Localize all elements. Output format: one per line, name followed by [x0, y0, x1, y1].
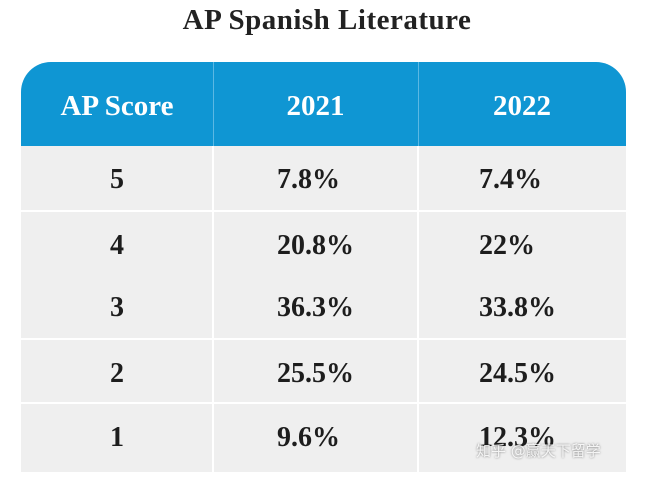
- table-row: 5 7.8% 7.4%: [21, 146, 626, 210]
- header-divider: [213, 62, 214, 146]
- table-row: 4 20.8% 22%: [21, 210, 626, 274]
- column-divider: [212, 146, 214, 472]
- column-divider: [417, 146, 419, 472]
- header-ap-score: AP Score: [60, 90, 174, 122]
- cell-2022: 12.3%: [479, 422, 556, 453]
- cell-score: 1: [110, 422, 124, 453]
- cell-score: 3: [110, 292, 124, 323]
- table-row: 1 9.6% 12.3%: [21, 402, 626, 466]
- cell-2021: 9.6%: [277, 422, 340, 453]
- cell-2021: 25.5%: [277, 358, 354, 389]
- cell-score: 5: [110, 164, 124, 195]
- score-table: AP Score 2021 2022 5 7.8% 7.4% 4 20.8% 2…: [21, 62, 626, 472]
- table-row: 2 25.5% 24.5%: [21, 338, 626, 402]
- cell-2022: 33.8%: [479, 292, 556, 323]
- cell-score: 2: [110, 358, 124, 389]
- cell-2022: 24.5%: [479, 358, 556, 389]
- cell-2021: 36.3%: [277, 292, 354, 323]
- header-2022: 2022: [493, 90, 551, 122]
- header-divider: [418, 62, 419, 146]
- cell-2021: 20.8%: [277, 230, 354, 261]
- table-row: 3 36.3% 33.8%: [21, 274, 626, 338]
- header-2021: 2021: [286, 90, 345, 122]
- cell-2022: 7.4%: [479, 164, 542, 195]
- page-title: AP Spanish Literature: [182, 4, 472, 36]
- table-header: AP Score 2021 2022: [21, 62, 626, 146]
- cell-2021: 7.8%: [277, 164, 340, 195]
- cell-score: 4: [110, 230, 124, 261]
- cell-2022: 22%: [479, 230, 535, 261]
- watermark: 知乎 @赢天下留学: [476, 442, 601, 460]
